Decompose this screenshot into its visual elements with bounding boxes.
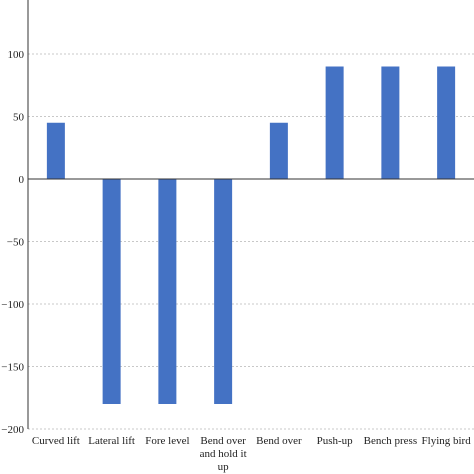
y-tick-label: 100 [8,49,25,61]
y-tick-labels: 100 50 0 −50 −100 −150 −200 [1,49,24,436]
x-tick-label: Lateral lift [88,435,135,447]
x-tick-label: Fore level [145,435,189,447]
y-tick-label: −100 [1,299,24,311]
y-tick-label: 0 [19,174,25,186]
axes [27,0,474,429]
bar [269,122,288,179]
y-tick-label: −200 [1,424,24,436]
bar [214,179,233,404]
grid-lines [28,53,474,430]
bar [158,179,177,404]
bar [381,66,400,179]
y-tick-label: −150 [1,362,24,374]
x-tick-label: Curved lift [32,435,80,447]
bar [437,66,456,179]
x-tick-label: Flying bird [422,435,472,447]
x-tick-label: Bench press [364,435,417,447]
x-tick-labels: Curved lift Lateral lift Fore level Bend ov… [32,435,471,473]
bar [46,122,65,179]
x-tick-label: Bend over and hold it up [200,435,247,473]
bars [46,66,456,404]
x-tick-label: Bend over [256,435,302,447]
x-tick-label: Push-up [317,435,354,447]
bar [325,66,344,179]
y-tick-label: −50 [7,237,25,249]
bar [102,179,121,404]
y-tick-label: 50 [13,112,25,124]
